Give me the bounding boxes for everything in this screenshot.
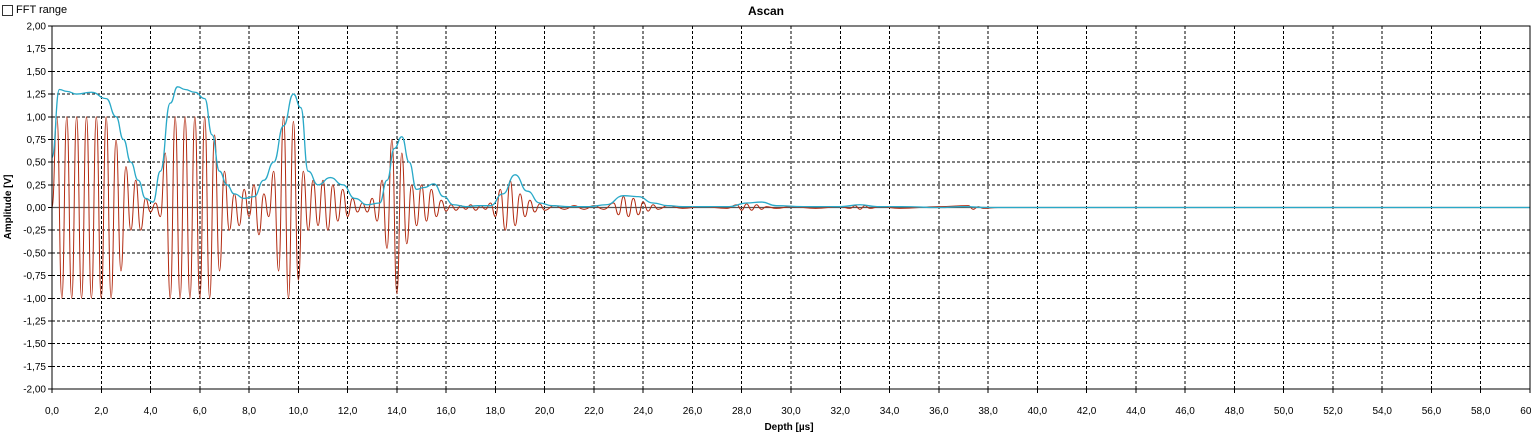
x-axis-label: Depth [µs] — [764, 422, 813, 433]
x-tick-label: 22,0 — [584, 406, 604, 417]
y-tick-label: -1,50 — [23, 339, 46, 350]
fft-range-label: FFT range — [16, 4, 68, 16]
x-tick-label: 56,0 — [1422, 406, 1442, 417]
x-axis-ticks: 0,0 2,0 4,0 6,0 8,0 10,0 12,0 14,0 16,0 18,0 20,0 2… — [45, 389, 1532, 417]
x-tick-label: 18,0 — [486, 406, 506, 417]
y-tick-label: -0,50 — [23, 248, 46, 259]
y-tick-label: 0,25 — [27, 180, 47, 191]
x-tick-label: 46,0 — [1175, 406, 1195, 417]
x-tick-label: 34,0 — [880, 406, 900, 417]
x-tick-label: 44,0 — [1126, 406, 1146, 417]
x-tick-label: 54,0 — [1372, 406, 1392, 417]
y-tick-label: 0,75 — [27, 135, 47, 146]
x-tick-label: 52,0 — [1323, 406, 1343, 417]
y-tick-label: 0,50 — [27, 158, 47, 169]
y-tick-label: 1,00 — [27, 112, 47, 123]
fft-range-checkbox[interactable] — [2, 4, 13, 16]
x-tick-label: 28,0 — [732, 406, 752, 417]
envelope-series — [51, 86, 1530, 209]
y-tick-label: 2,00 — [27, 22, 47, 33]
x-tick-label: 40,0 — [1028, 406, 1048, 417]
x-tick-label: 50,0 — [1274, 406, 1294, 417]
y-tick-label: 1,50 — [27, 67, 47, 78]
x-tick-label: 2,0 — [94, 406, 108, 417]
y-tick-label: -1,75 — [23, 362, 46, 373]
y-axis-label: Amplitude [V] — [3, 175, 14, 240]
x-tick-label: 10,0 — [289, 406, 309, 417]
x-tick-label: 38,0 — [978, 406, 998, 417]
y-tick-label: -1,00 — [23, 294, 46, 305]
x-tick-label: 12,0 — [338, 406, 358, 417]
x-tick-label: 16,0 — [436, 406, 456, 417]
fft-range-toggle[interactable]: FFT range — [2, 2, 67, 18]
chart-title: Ascan — [747, 4, 785, 18]
x-tick-label: 0,0 — [45, 406, 59, 417]
y-tick-label: -0,75 — [23, 271, 46, 282]
x-tick-label: 60,0 — [1520, 406, 1532, 417]
x-tick-label: 36,0 — [929, 406, 949, 417]
y-tick-label: 1,25 — [27, 90, 47, 101]
x-tick-label: 48,0 — [1225, 406, 1245, 417]
y-tick-label: -1,25 — [23, 316, 46, 327]
x-tick-label: 6,0 — [193, 406, 207, 417]
x-tick-label: 30,0 — [781, 406, 801, 417]
y-tick-label: -2,00 — [23, 385, 46, 396]
x-tick-label: 32,0 — [831, 406, 851, 417]
x-tick-label: 58,0 — [1471, 406, 1491, 417]
x-tick-label: 8,0 — [242, 406, 256, 417]
x-tick-label: 24,0 — [633, 406, 653, 417]
x-tick-label: 42,0 — [1077, 406, 1097, 417]
x-tick-label: 26,0 — [683, 406, 703, 417]
y-tick-label: -0,25 — [23, 226, 46, 237]
x-tick-label: 20,0 — [535, 406, 555, 417]
envelope-line — [51, 86, 1530, 209]
y-tick-label: 0,00 — [27, 203, 47, 214]
x-tick-label: 4,0 — [144, 406, 158, 417]
y-axis-ticks: 2,00 1,75 1,50 1,25 1,00 0,75 0,50 0,25 0,00 -0,2… — [23, 22, 52, 396]
y-tick-label: 1,75 — [27, 44, 47, 55]
x-tick-label: 14,0 — [387, 406, 407, 417]
